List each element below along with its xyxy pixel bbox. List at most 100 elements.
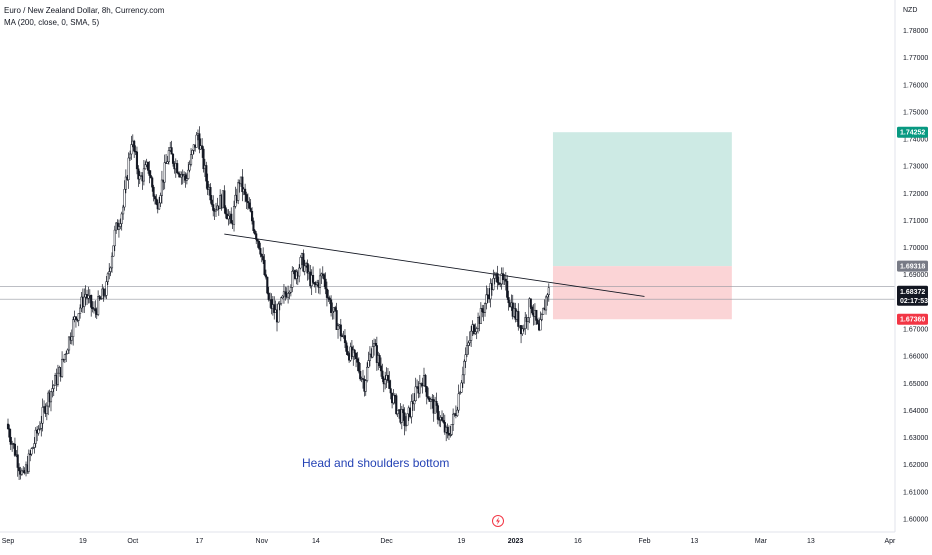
trendline[interactable] <box>224 233 645 297</box>
candle-body-389 <box>546 294 549 298</box>
candle-body-182 <box>259 248 262 255</box>
candle-body-259 <box>366 366 369 381</box>
candle-body-58 <box>87 295 90 299</box>
neckline <box>224 233 645 297</box>
candle-body-313 <box>440 417 444 421</box>
candle-body-101 <box>147 161 150 171</box>
candle-body-113 <box>163 162 166 183</box>
candle-body-157 <box>224 207 227 215</box>
candle-body-80 <box>117 226 120 230</box>
candle-body-213 <box>302 253 305 272</box>
y-tick-5: 1.65000 <box>903 381 928 388</box>
candle-body-348 <box>489 283 492 300</box>
candle-body-221 <box>313 282 316 285</box>
candle-body-245 <box>346 351 349 355</box>
candle-body-150 <box>214 209 218 212</box>
candle-body-346 <box>486 294 489 296</box>
event-marker[interactable] <box>492 515 504 527</box>
candle-body-310 <box>436 405 439 420</box>
candle-body-159 <box>227 215 230 220</box>
candle-body-156 <box>223 190 226 208</box>
candle-body-384 <box>539 319 542 331</box>
y-tick-1: 1.61000 <box>903 489 928 496</box>
candle-body-171 <box>244 188 247 195</box>
candle-body-252 <box>356 358 359 363</box>
candle-body-118 <box>170 147 173 155</box>
candle-body-128 <box>184 174 187 181</box>
candle-body-327 <box>460 382 463 393</box>
time-axis[interactable]: Sep19Oct17Nov14Dec19202316Feb13Mar13Apr1… <box>0 531 932 545</box>
candle-body-46 <box>70 336 73 341</box>
candle-body-47 <box>72 319 75 337</box>
candle-body-0 <box>6 423 10 429</box>
x-tick-2: Oct <box>127 538 138 545</box>
candle-body-285 <box>402 409 405 414</box>
candle-body-378 <box>531 306 534 314</box>
candle-body-106 <box>153 196 157 200</box>
candle-body-308 <box>434 400 437 414</box>
candle-body-24 <box>40 422 43 429</box>
y-tick-11: 1.71000 <box>903 218 928 225</box>
candle-body-302 <box>425 386 428 397</box>
candle-body-258 <box>364 380 367 392</box>
candle-body-92 <box>134 150 137 153</box>
candle-body-351 <box>493 274 496 279</box>
candle-body-43 <box>66 349 69 354</box>
candle-body-102 <box>148 170 151 176</box>
candle-body-2 <box>9 436 12 445</box>
candle-body-301 <box>424 375 427 387</box>
candle-body-179 <box>255 233 258 240</box>
candle-body-22 <box>37 429 40 434</box>
price-badge-1: 1.69318 <box>900 264 925 271</box>
candle-body-250 <box>353 349 356 354</box>
candle-body-197 <box>280 297 283 304</box>
candle-body-240 <box>339 324 342 337</box>
candle-body-203 <box>288 292 291 294</box>
x-tick-4: Nov <box>256 538 269 545</box>
y-tick-14: 1.74000 <box>903 137 928 144</box>
candle-body-186 <box>264 274 267 278</box>
candle-body-161 <box>230 213 233 224</box>
candle-body-278 <box>392 394 395 404</box>
position-tool[interactable] <box>552 132 732 320</box>
candle-body-91 <box>133 140 136 152</box>
candle-body-109 <box>158 202 161 210</box>
pattern-annotation[interactable]: Head and shoulders bottom <box>302 456 450 470</box>
candle-body-178 <box>253 230 256 234</box>
candle-body-330 <box>464 354 467 362</box>
indicator-title[interactable]: MA (200, close, 0, SMA, 5) <box>4 18 100 27</box>
candle-body-66 <box>98 296 101 300</box>
candle-body-297 <box>418 383 421 394</box>
y-tick-10: 1.70000 <box>903 245 928 252</box>
candle-body-74 <box>109 267 112 272</box>
candle-body-140 <box>201 145 204 150</box>
candle-body-70 <box>104 295 107 297</box>
candle-body-55 <box>83 296 86 307</box>
candle-body-294 <box>414 386 417 402</box>
candle-body-275 <box>388 380 391 389</box>
candle-body-303 <box>427 396 430 399</box>
chart-legend[interactable]: Euro / New Zealand Dollar, 8h, Currency.… <box>4 5 164 29</box>
price-badge-bg-0 <box>897 126 928 138</box>
candle-body-260 <box>367 360 370 368</box>
candle-body-227 <box>321 273 324 275</box>
x-tick-5: 14 <box>312 538 320 545</box>
candle-body-7 <box>16 454 19 468</box>
symbol-title[interactable]: Euro / New Zealand Dollar, 8h, Currency.… <box>4 6 165 15</box>
candle-body-131 <box>188 164 191 171</box>
candle-body-198 <box>281 295 284 299</box>
candle-body-177 <box>252 220 255 231</box>
candle-body-61 <box>91 307 94 309</box>
candle-body-390 <box>547 287 550 296</box>
candle-body-77 <box>113 229 116 247</box>
candle-body-184 <box>262 256 265 261</box>
candle-body-386 <box>542 307 545 315</box>
candle-body-129 <box>185 178 188 181</box>
candle-body-269 <box>379 365 383 372</box>
candle-body-103 <box>149 175 152 179</box>
candle-body-163 <box>232 206 236 225</box>
candle-body-132 <box>189 154 193 165</box>
candle-body-319 <box>449 434 452 436</box>
